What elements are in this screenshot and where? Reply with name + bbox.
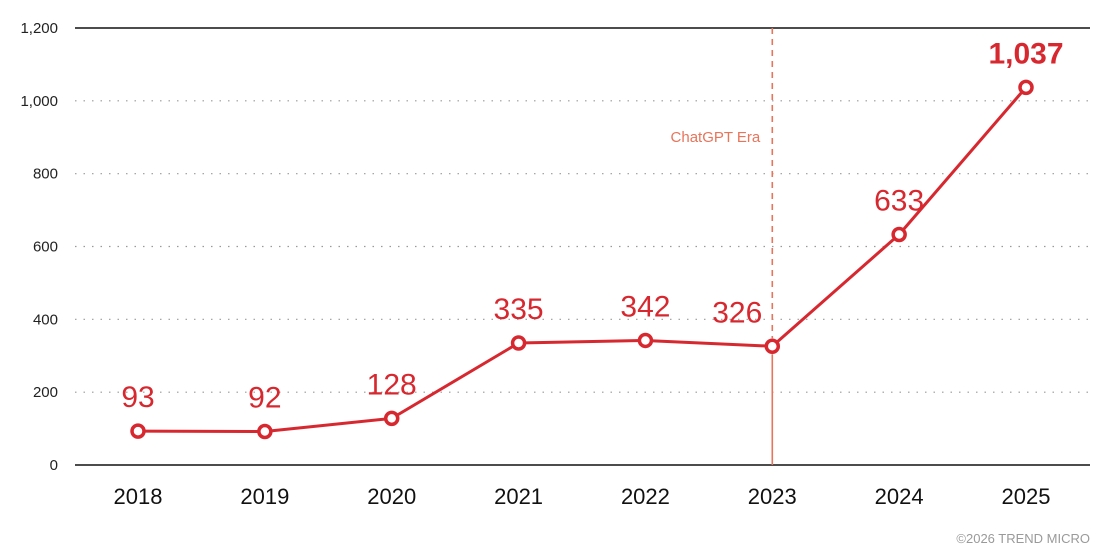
- data-label: 93: [121, 381, 154, 414]
- y-tick-label: 600: [33, 239, 58, 256]
- series-line: [136, 85, 1028, 433]
- data-point: [130, 423, 146, 439]
- data-label: 92: [248, 381, 281, 414]
- x-tick-label: 2025: [1002, 484, 1051, 509]
- data-label: 1,037: [988, 37, 1063, 70]
- data-point: [1018, 79, 1034, 96]
- x-tick-label: 2019: [240, 484, 289, 509]
- data-point: [764, 338, 781, 355]
- x-tick-label: 2021: [494, 484, 543, 509]
- x-tick-label: 2023: [748, 484, 797, 509]
- y-tick-label: 200: [33, 384, 58, 401]
- y-tick-label: 1,000: [20, 93, 58, 110]
- y-tick-label: 400: [33, 311, 58, 328]
- data-label: 335: [494, 293, 544, 326]
- copyright-text: ©2026 TREND MICRO: [956, 531, 1090, 546]
- data-point: [383, 410, 400, 427]
- y-tick-label: 800: [33, 166, 58, 183]
- era-annotation-label: ChatGPT Era: [671, 129, 761, 146]
- data-label: 128: [367, 368, 417, 401]
- data-label: 633: [874, 184, 924, 217]
- data-label: 326: [712, 296, 762, 329]
- y-tick-label: 0: [50, 457, 58, 474]
- data-point: [637, 332, 654, 349]
- x-tick-label: 2020: [367, 484, 416, 509]
- data-point: [510, 335, 527, 351]
- y-tick-label: 1,200: [20, 20, 58, 37]
- data-label: 342: [620, 290, 670, 323]
- data-point: [257, 423, 273, 440]
- x-tick-label: 2018: [114, 484, 163, 509]
- x-tick-label: 2024: [875, 484, 924, 509]
- data-point: [891, 226, 907, 243]
- x-tick-label: 2022: [621, 484, 670, 509]
